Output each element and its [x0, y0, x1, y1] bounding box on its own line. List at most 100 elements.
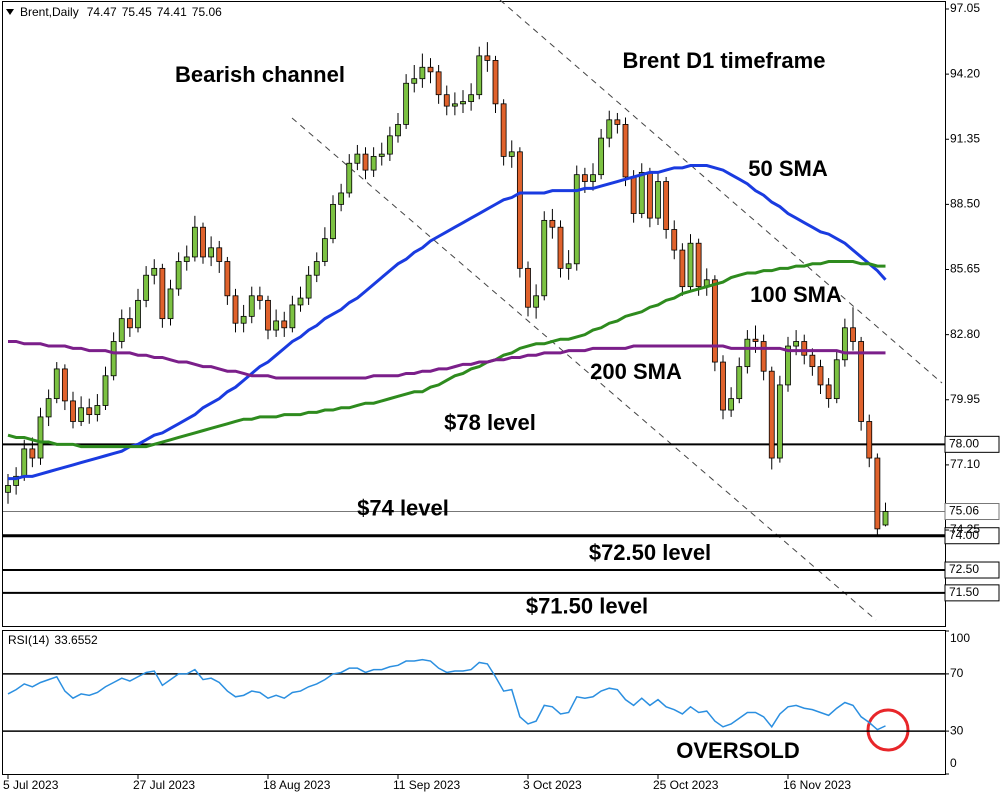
sma-line [8, 339, 886, 380]
candle-body [338, 192, 345, 205]
channel-upper [499, 0, 943, 384]
sma-label: 200 SMA [590, 359, 682, 384]
candle-body [118, 318, 125, 342]
candle-body [151, 267, 158, 276]
candle-body [728, 398, 735, 411]
candle-body [21, 448, 28, 477]
candle-body [500, 103, 507, 157]
candle-body [443, 94, 450, 107]
symbol: Brent,Daily [20, 5, 79, 19]
candle-body [135, 299, 141, 329]
sma-label: 50 SMA [748, 156, 828, 181]
symbol-marker [6, 9, 14, 15]
candle-body [484, 55, 491, 61]
candle-body [598, 137, 605, 176]
candle-body [305, 274, 312, 299]
candle-body [817, 366, 824, 386]
candle-body [386, 135, 393, 155]
rsi-name: RSI(14) [8, 633, 49, 647]
candle-body [557, 226, 564, 269]
candle-body [435, 71, 442, 96]
price-line-box [944, 503, 1000, 521]
candle-body [110, 341, 117, 377]
candle-body [638, 171, 645, 214]
symbol-header: Brent,Daily 74.47 75.45 74.41 75.06 [20, 5, 222, 19]
candle-body [61, 368, 68, 402]
candle-body [492, 60, 499, 105]
y-tick-label: 0 [950, 756, 957, 770]
candle-body [768, 370, 775, 459]
level-label: 71.50 [949, 585, 979, 599]
candle-body [167, 288, 174, 320]
candle-body [614, 119, 621, 125]
close-value: 75.06 [192, 5, 222, 19]
axis-boxes: 75.06 78.00 74.00 72.50 71.50 [944, 435, 1000, 602]
candle-body [313, 261, 320, 276]
annotation: Bearish channel [175, 62, 345, 87]
candle-body [858, 341, 865, 422]
candle-body [630, 176, 637, 214]
candle-body [508, 151, 515, 157]
oversold-circle [866, 708, 910, 752]
candle-body [565, 263, 572, 269]
candle-body [29, 448, 36, 459]
candle-body [411, 78, 418, 84]
candle-body [37, 416, 44, 459]
candle-body [744, 338, 751, 368]
candle-body [590, 174, 596, 182]
candle-body [581, 174, 588, 182]
y-tick-label: 82.80 [950, 327, 980, 341]
candle-body [533, 295, 540, 308]
candle-body [468, 94, 475, 102]
candle-body [183, 256, 190, 262]
x-tick-label: 5 Jul 2023 [3, 778, 59, 792]
candle-body [354, 153, 361, 164]
candle-body [265, 299, 271, 331]
candle-body [248, 295, 255, 317]
candle-body [200, 226, 206, 258]
candle-body [378, 153, 385, 157]
candle-body [622, 124, 629, 178]
candle-body [752, 338, 759, 342]
candle-body [224, 261, 231, 297]
sma-line [7, 260, 886, 449]
candle-body [451, 103, 458, 107]
x-tick-label: 25 Oct 2023 [653, 778, 719, 792]
candle-body [541, 219, 548, 297]
candle-body [175, 261, 182, 290]
level-box [944, 584, 1000, 602]
candle-body [126, 318, 133, 329]
candle-body [330, 203, 336, 240]
candle-body [825, 384, 832, 400]
candle-body [646, 171, 653, 219]
candle-body [720, 361, 726, 411]
level-box [944, 527, 1000, 545]
high-value: 75.45 [122, 5, 152, 19]
candle-body [663, 181, 670, 230]
oversold-label: OVERSOLD [676, 738, 799, 763]
sma-line [8, 164, 887, 481]
candle-body [516, 151, 523, 269]
candle-body [427, 66, 434, 73]
marks-layer [5, 42, 889, 731]
x-tick-label: 18 Aug 2023 [263, 778, 331, 792]
candle-body [655, 181, 661, 219]
candle-body [866, 421, 873, 459]
candle-body [102, 375, 109, 406]
candle-body [208, 247, 215, 258]
level-label: 74.00 [949, 528, 979, 542]
rsi-panel [2, 630, 946, 775]
y-tick-label: 100 [950, 631, 970, 645]
candle-body [232, 295, 239, 324]
level-name: $72.50 level [589, 540, 711, 565]
candle-body [256, 295, 263, 301]
candle-body [159, 267, 166, 320]
candle-body [711, 279, 718, 363]
levels-layer [3, 443, 945, 732]
candle-body [695, 242, 702, 288]
candle-body [776, 384, 783, 459]
candle-body [841, 327, 848, 361]
candle-body [476, 55, 483, 96]
